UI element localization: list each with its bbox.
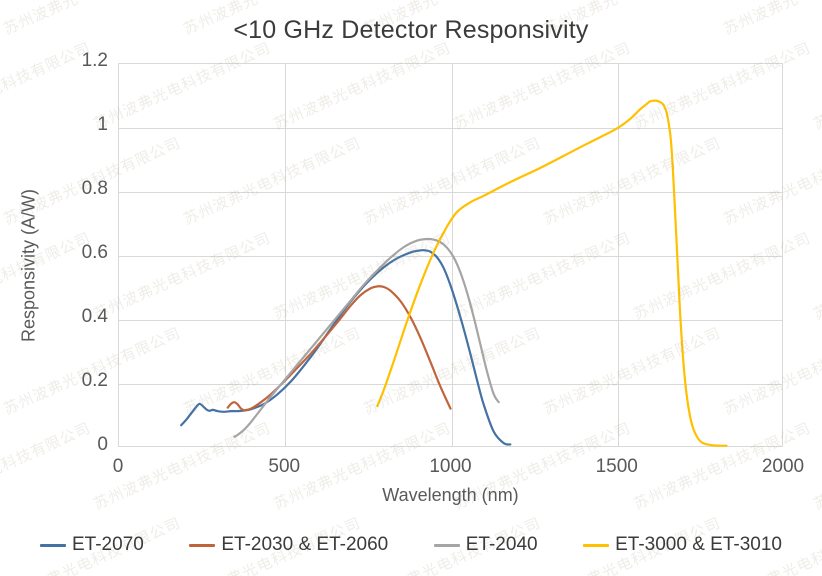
gridline-horizontal — [119, 128, 782, 129]
legend-item[interactable]: ET-2070 — [40, 534, 144, 556]
chart-legend: ET-2070 ET-2030 & ET-2060 ET-2040 ET-3000 &… — [40, 531, 782, 559]
legend-item[interactable]: ET-2040 — [433, 534, 538, 556]
legend-color-swatch — [40, 543, 66, 547]
legend-item-label: ET-3000 & ET-3010 — [615, 534, 782, 555]
gridline-horizontal — [119, 192, 782, 193]
x-axis-tick-label: 2000 — [761, 456, 805, 477]
y-axis-ticks: 0 0.2 0.4 0.6 0.8 1 1.2 — [0, 0, 108, 576]
x-axis-title: Wavelength (nm) — [382, 485, 519, 505]
y-axis-tick-label: 0.6 — [81, 242, 108, 263]
gridline-horizontal — [119, 256, 782, 257]
y-axis-tick-label: 0.4 — [81, 306, 108, 327]
x-axis-tick-label: 500 — [268, 456, 301, 477]
y-axis-title: Responsivity (A/W) — [18, 188, 39, 343]
chart-title: <10 GHz Detector Responsivity — [233, 16, 589, 44]
legend-item[interactable]: ET-2030 & ET-2060 — [189, 534, 388, 556]
y-axis-tick-label: 0 — [97, 434, 108, 455]
legend-color-swatch — [583, 543, 610, 547]
x-axis-tick-label: 1000 — [429, 456, 472, 477]
series-line-et-3000-et-3010 — [376, 99, 728, 447]
legend-item-label: ET-2030 & ET-2060 — [221, 534, 389, 555]
gridline-horizontal — [119, 384, 782, 385]
y-axis-tick-label: 0.2 — [81, 370, 108, 391]
legend-color-swatch — [189, 543, 216, 547]
y-axis-tick-label: 1.2 — [81, 50, 108, 71]
legend-item-label: ET-2070 — [72, 534, 144, 555]
x-axis-tick-label: 0 — [112, 456, 124, 477]
x-axis-tick-label: 1500 — [595, 456, 638, 477]
legend-item-label: ET-2040 — [465, 534, 538, 555]
series-layer — [180, 99, 728, 447]
gridline-vertical — [617, 64, 619, 446]
legend-color-swatch — [433, 543, 460, 547]
legend-item[interactable]: ET-3000 & ET-3010 — [583, 534, 782, 556]
gridline-horizontal — [119, 320, 782, 321]
y-axis-tick-label: 1 — [97, 114, 108, 135]
series-line-et-2040 — [233, 237, 500, 438]
gridline-vertical — [285, 64, 287, 446]
y-axis-tick-label: 0.8 — [81, 178, 108, 199]
